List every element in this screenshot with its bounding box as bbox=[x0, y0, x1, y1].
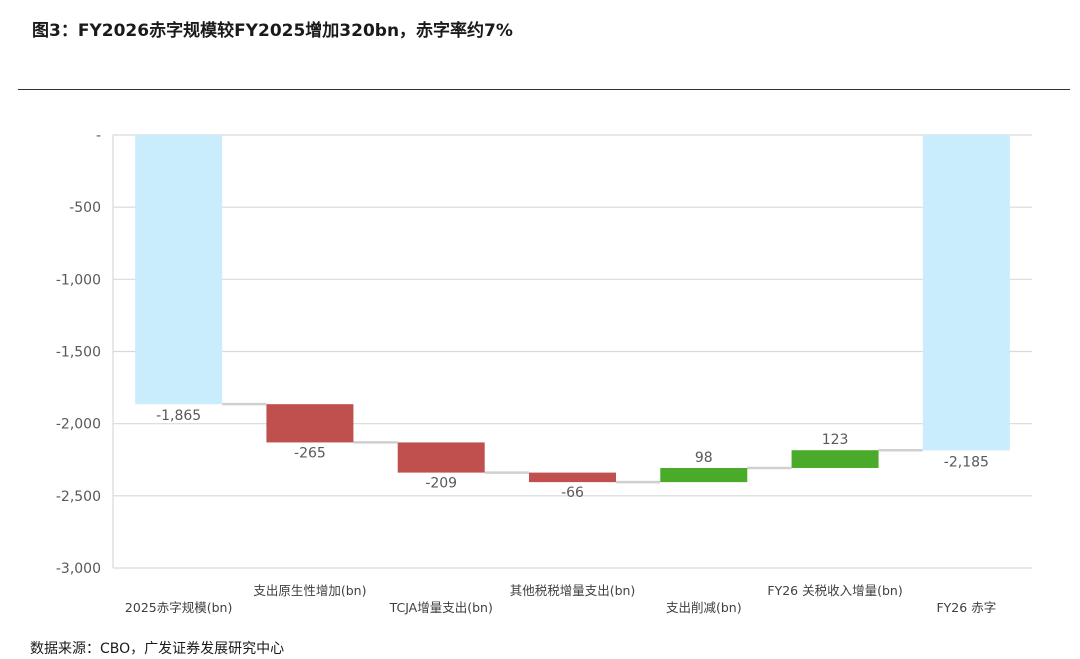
bar-6 bbox=[922, 135, 1010, 451]
data-label-5: 123 bbox=[822, 432, 849, 448]
data-label-4: 98 bbox=[695, 450, 713, 466]
category-label-1: 支出原生性增加(bn) bbox=[253, 583, 366, 598]
source-note: 数据来源：CBO，广发证券发展研究中心 bbox=[30, 641, 285, 657]
category-label-0: 2025赤字规模(bn) bbox=[125, 600, 232, 615]
y-tick-label: - bbox=[96, 128, 101, 144]
data-label-0: -1,865 bbox=[156, 408, 201, 424]
data-label-2: -209 bbox=[425, 476, 457, 492]
category-label-4: 支出削减(bn) bbox=[666, 600, 742, 615]
data-label-3: -66 bbox=[561, 485, 584, 501]
data-label-1: -265 bbox=[294, 445, 326, 461]
y-tick-label: -500 bbox=[69, 200, 101, 216]
y-tick-label: -2,000 bbox=[56, 417, 101, 433]
category-label-2: TCJA增量支出(bn) bbox=[389, 600, 493, 615]
y-tick-label: -1,000 bbox=[56, 272, 101, 288]
y-tick-label: -3,000 bbox=[56, 561, 101, 577]
category-label-3: 其他税税增量支出(bn) bbox=[510, 583, 636, 598]
data-label-6: -2,185 bbox=[944, 454, 989, 470]
bar-1 bbox=[266, 404, 354, 443]
bar-0 bbox=[135, 135, 223, 405]
title-divider bbox=[18, 89, 1070, 90]
y-tick-label: -1,500 bbox=[56, 345, 101, 361]
category-label-5: FY26 关税收入增量(bn) bbox=[767, 583, 902, 598]
tick-layer: - -500 -1,000 -1,500 -2,000 -2,500 -3,000 2025赤… bbox=[56, 128, 996, 615]
bar-5 bbox=[791, 450, 879, 468]
bar-3 bbox=[529, 472, 616, 483]
bar-2 bbox=[397, 442, 485, 473]
bar-4 bbox=[660, 467, 748, 483]
category-label-6: FY26 赤字 bbox=[936, 600, 996, 615]
y-tick-label: -2,500 bbox=[56, 489, 101, 505]
grid-layer bbox=[112, 134, 1032, 569]
label-layer: -1,865 -265 -209 -66 98 123 -2,185 bbox=[156, 408, 989, 501]
chart-title: 图3：FY2026赤字规模较FY2025增加320bn，赤字率约7% bbox=[32, 21, 513, 41]
connector-layer bbox=[222, 402, 923, 484]
bar-layer bbox=[135, 135, 1010, 483]
